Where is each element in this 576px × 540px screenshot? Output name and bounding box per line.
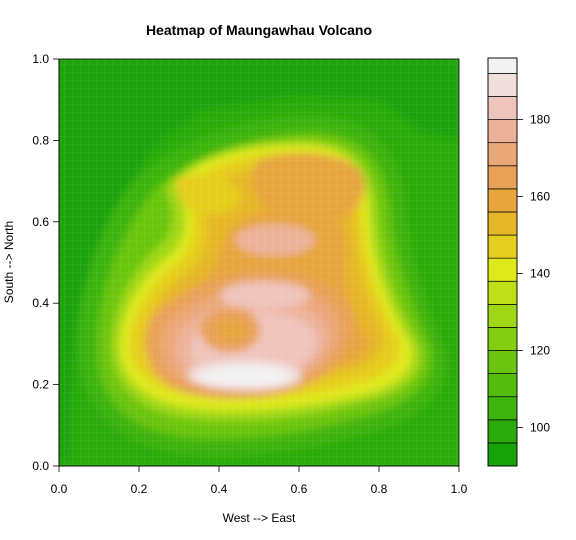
colorbar-band [487,419,518,444]
x-axis: 0.0 0.2 0.4 0.6 0.8 1.0 [51,465,468,496]
colorbar-band [487,165,518,190]
colorbar-band [487,188,518,213]
x-tick-label: 1.0 [451,482,468,496]
colorbar-band [487,234,518,259]
x-axis-label: West --> East [223,511,296,525]
colorbar-frame [487,57,518,467]
colorbar-tick-label: 140 [530,267,550,281]
x-tick-label: 0.4 [211,482,228,496]
colorbar-band [487,57,518,74]
y-tick-label: 0.4 [32,296,49,310]
colorbar [487,57,518,467]
y-tick-label: 1.0 [32,52,49,66]
colorbar-band [487,327,518,351]
x-tick-label: 0.2 [131,482,148,496]
colorbar-axis: 100 120 140 160 180 [517,113,550,435]
colorbar-band [487,442,518,467]
colorbar-band [487,96,518,120]
x-tick-label: 0.0 [51,482,68,496]
colorbar-tick-label: 100 [530,421,550,435]
colorbar-tick-label: 160 [530,190,550,204]
x-tick-label: 0.8 [371,482,388,496]
y-tick-label: 0.0 [32,459,49,473]
y-tick-label: 0.8 [32,133,49,147]
colorbar-tick-label: 180 [530,113,550,127]
colorbar-band [487,257,518,282]
x-tick-label: 0.6 [291,482,308,496]
colorbar-band [487,303,518,328]
y-tick-label: 0.6 [32,215,49,229]
y-axis-label: South --> North [2,221,16,303]
heatmap-gridlines [59,59,459,466]
colorbar-band [487,280,518,305]
y-tick-label: 0.2 [32,378,49,392]
colorbar-band [487,142,518,167]
chart-title: Heatmap of Maungawhau Volcano [146,22,372,38]
colorbar-band [487,350,518,374]
y-axis: 0.0 0.2 0.4 0.6 0.8 1.0 [32,52,60,473]
colorbar-band [487,373,518,398]
colorbar-band [487,396,518,421]
colorbar-tick-label: 120 [530,344,550,358]
colorbar-band [487,73,518,97]
colorbar-band [487,211,518,236]
colorbar-band [487,119,518,144]
heatmap-surface [59,59,459,466]
